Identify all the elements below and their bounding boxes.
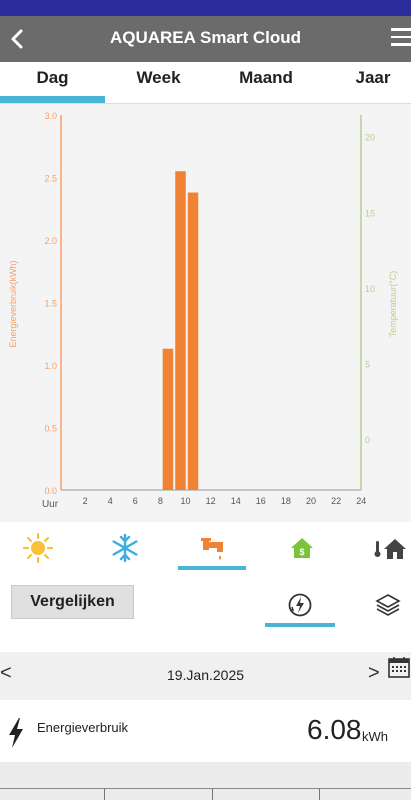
y-tick-label: 0.5 <box>44 424 57 434</box>
x-tick-label: 8 <box>158 496 163 506</box>
bar-hour-9 <box>162 348 174 490</box>
y-tick-label: 1.5 <box>44 299 57 309</box>
tab-jaar[interactable]: Jaar <box>355 68 391 87</box>
x-tick-label: 20 <box>306 496 316 506</box>
bottom-nav-divider <box>212 788 213 800</box>
compare-row: Vergelijken <box>0 574 411 652</box>
bar-hour-10 <box>175 171 186 490</box>
y2-tick-label: 5 <box>365 359 370 369</box>
bottom-nav-divider <box>319 788 320 800</box>
snowflake-icon[interactable] <box>109 532 141 564</box>
energy-value: 6.08 <box>307 714 362 745</box>
compare-button[interactable]: Vergelijken <box>11 585 134 619</box>
back-icon[interactable] <box>4 24 34 54</box>
period-tabs: Dag Week Maand Jaar <box>0 62 411 104</box>
y-tick-label: 2.5 <box>44 174 57 184</box>
x-tick-label: 4 <box>108 496 113 506</box>
x-tick-label: 24 <box>356 496 366 506</box>
previous-day-button[interactable]: < <box>0 662 12 684</box>
y-axis-title: Energieverbruik(kWh) <box>8 260 18 347</box>
current-date: 19.Jan.2025 <box>166 667 245 683</box>
status-bar <box>0 0 411 16</box>
active-tab-indicator <box>0 96 105 103</box>
lightning-icon <box>6 717 26 749</box>
x-tick-label: 18 <box>281 496 291 506</box>
x-tick-label: 14 <box>231 496 241 506</box>
y-tick-label: 3.0 <box>44 111 57 121</box>
energy-unit: kWh <box>362 729 388 744</box>
x-tick-label: 12 <box>206 496 216 506</box>
energy-consumption-icon[interactable] <box>287 592 313 618</box>
y2-axis-title: Temperatuur(°C) <box>388 271 398 338</box>
hamburger-menu-icon[interactable] <box>389 28 411 50</box>
next-day-button[interactable]: > <box>368 662 380 684</box>
y2-tick-label: 20 <box>365 133 375 143</box>
x-tick-label: 2 <box>83 496 88 506</box>
app-header: AQUAREA Smart Cloud <box>0 16 411 62</box>
calendar-icon[interactable] <box>388 656 410 678</box>
energy-summary: Energieverbruik 6.08 kWh <box>0 700 411 762</box>
y-tick-label: 0.0 <box>44 486 57 496</box>
svg-text:$: $ <box>299 547 304 557</box>
y2-tick-label: 10 <box>365 284 375 294</box>
date-navigator: < 19.Jan.2025 > <box>0 652 411 700</box>
x-tick-label: 6 <box>133 496 138 506</box>
energy-label: Energieverbruik <box>37 720 129 735</box>
y-tick-label: 1.0 <box>44 361 57 371</box>
sun-icon[interactable] <box>22 532 54 564</box>
tap-icon[interactable] <box>197 532 229 564</box>
bottom-nav-divider <box>104 788 105 800</box>
bar-hour-11 <box>187 192 199 490</box>
active-view-indicator <box>265 623 335 627</box>
house-money-icon[interactable]: $ <box>286 532 318 564</box>
y2-tick-label: 15 <box>365 208 375 218</box>
x-tick-label: 22 <box>331 496 341 506</box>
tab-dag[interactable]: Dag <box>36 68 69 87</box>
x-axis-title: Uur <box>42 499 59 510</box>
tab-maand[interactable]: Maand <box>239 68 293 87</box>
y2-tick-label: 0 <box>365 435 370 445</box>
layers-icon[interactable] <box>375 592 401 618</box>
app-title: AQUAREA Smart Cloud <box>109 28 302 47</box>
bottom-nav-rule <box>0 788 411 789</box>
active-mode-indicator <box>178 566 246 570</box>
y-tick-label: 2.0 <box>44 236 57 246</box>
mode-selector: $ <box>0 522 411 574</box>
tab-week[interactable]: Week <box>136 68 181 87</box>
x-tick-label: 16 <box>256 496 266 506</box>
bottom-navigation <box>0 762 411 800</box>
energy-chart: 0.0 0.5 1.0 1.5 2.0 2.5 3.0 0 5 10 15 20 2 4 6 8 10 12 14 1… <box>0 104 411 522</box>
x-tick-label: 10 <box>180 496 190 506</box>
thermometer-house-icon[interactable] <box>372 532 406 564</box>
